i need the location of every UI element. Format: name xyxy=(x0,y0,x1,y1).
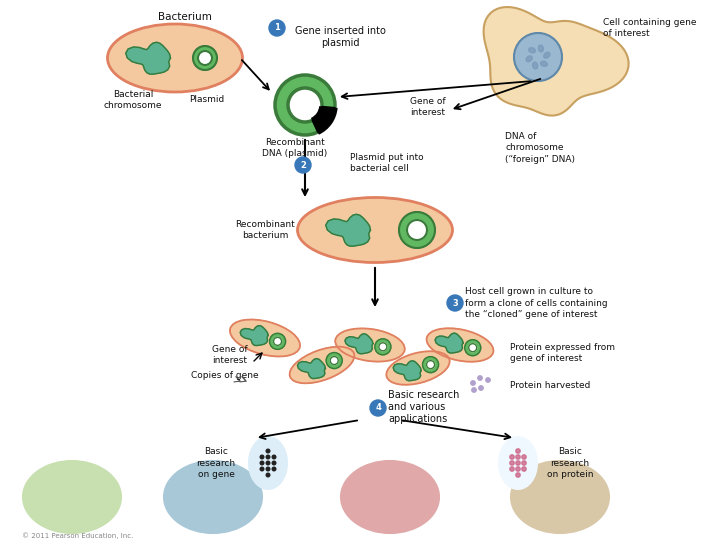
Circle shape xyxy=(423,356,438,373)
Polygon shape xyxy=(435,333,463,353)
Ellipse shape xyxy=(23,461,121,533)
Text: Gene inserted into
plasmid: Gene inserted into plasmid xyxy=(294,26,385,49)
Text: 3: 3 xyxy=(452,299,458,307)
Circle shape xyxy=(514,33,562,81)
Ellipse shape xyxy=(541,61,547,66)
Ellipse shape xyxy=(511,461,609,533)
Polygon shape xyxy=(345,334,373,354)
Circle shape xyxy=(370,400,386,416)
Circle shape xyxy=(266,473,270,477)
Text: 4: 4 xyxy=(375,403,381,413)
Polygon shape xyxy=(312,106,335,132)
Circle shape xyxy=(272,461,276,465)
Circle shape xyxy=(510,455,514,459)
Ellipse shape xyxy=(297,198,452,262)
Text: Gene of
interest: Gene of interest xyxy=(212,345,248,365)
Circle shape xyxy=(522,455,526,459)
Text: Bacterium: Bacterium xyxy=(158,12,212,22)
Text: © 2011 Pearson Education, Inc.: © 2011 Pearson Education, Inc. xyxy=(22,532,133,539)
Text: Bacterial
chromosome: Bacterial chromosome xyxy=(104,90,162,110)
Circle shape xyxy=(198,51,212,65)
Ellipse shape xyxy=(341,461,439,533)
Circle shape xyxy=(288,88,322,122)
Circle shape xyxy=(193,46,217,70)
Circle shape xyxy=(471,381,475,385)
Circle shape xyxy=(379,343,387,351)
Ellipse shape xyxy=(249,437,287,489)
Text: Plasmid put into
bacterial cell: Plasmid put into bacterial cell xyxy=(350,153,423,173)
Circle shape xyxy=(266,455,270,459)
Circle shape xyxy=(330,356,338,365)
Polygon shape xyxy=(126,42,171,74)
Text: 1: 1 xyxy=(274,24,280,32)
Text: Basic research
and various
applications: Basic research and various applications xyxy=(388,389,459,424)
Circle shape xyxy=(516,461,521,465)
Text: DNA of
chromosome
(“foreign” DNA): DNA of chromosome (“foreign” DNA) xyxy=(505,132,575,164)
Circle shape xyxy=(516,455,521,459)
Circle shape xyxy=(516,467,521,471)
Circle shape xyxy=(510,467,514,471)
Circle shape xyxy=(426,361,435,369)
Circle shape xyxy=(326,353,342,369)
Circle shape xyxy=(399,212,435,248)
Ellipse shape xyxy=(336,328,405,362)
Polygon shape xyxy=(240,326,268,346)
Circle shape xyxy=(469,343,477,352)
Text: Gene of
interest: Gene of interest xyxy=(410,97,446,117)
Text: Plasmid: Plasmid xyxy=(189,96,225,105)
Text: 2: 2 xyxy=(300,160,306,170)
Circle shape xyxy=(272,455,276,459)
Ellipse shape xyxy=(230,320,300,356)
Ellipse shape xyxy=(426,328,493,362)
Circle shape xyxy=(275,75,335,135)
Polygon shape xyxy=(393,361,421,381)
Circle shape xyxy=(260,461,264,465)
Circle shape xyxy=(407,220,427,240)
Circle shape xyxy=(478,376,482,380)
Polygon shape xyxy=(297,359,325,379)
Text: Copies of gene: Copies of gene xyxy=(192,370,258,380)
Circle shape xyxy=(272,467,276,471)
Circle shape xyxy=(260,455,264,459)
Circle shape xyxy=(522,461,526,465)
Circle shape xyxy=(464,340,481,356)
Ellipse shape xyxy=(533,62,538,69)
Circle shape xyxy=(472,388,476,392)
Ellipse shape xyxy=(289,347,354,383)
Circle shape xyxy=(522,467,526,471)
Circle shape xyxy=(447,295,463,311)
Text: Recombinant
bacterium: Recombinant bacterium xyxy=(235,220,295,240)
Circle shape xyxy=(486,378,490,382)
Circle shape xyxy=(510,461,514,465)
Polygon shape xyxy=(484,7,629,116)
Circle shape xyxy=(295,157,311,173)
Ellipse shape xyxy=(526,56,532,62)
Ellipse shape xyxy=(387,351,449,385)
Circle shape xyxy=(266,467,270,471)
Polygon shape xyxy=(325,214,370,246)
Text: Host cell grown in culture to
form a clone of cells containing
the “cloned” gene: Host cell grown in culture to form a clo… xyxy=(465,287,608,319)
Circle shape xyxy=(260,467,264,471)
Ellipse shape xyxy=(539,45,544,52)
Circle shape xyxy=(375,339,391,355)
Text: Basic
research
on gene: Basic research on gene xyxy=(197,448,235,478)
Ellipse shape xyxy=(544,52,550,58)
Circle shape xyxy=(479,386,483,390)
Circle shape xyxy=(274,338,282,346)
Ellipse shape xyxy=(164,461,262,533)
Circle shape xyxy=(266,449,270,453)
Ellipse shape xyxy=(107,24,243,92)
Circle shape xyxy=(266,461,270,465)
Ellipse shape xyxy=(499,437,537,489)
Ellipse shape xyxy=(528,48,536,53)
Circle shape xyxy=(516,473,521,477)
Text: Cell containing gene
of interest: Cell containing gene of interest xyxy=(603,18,696,38)
Text: Recombinant
DNA (plasmid): Recombinant DNA (plasmid) xyxy=(262,138,328,158)
Text: Basic
research
on protein: Basic research on protein xyxy=(546,448,593,478)
Circle shape xyxy=(269,20,285,36)
Circle shape xyxy=(516,449,521,453)
Circle shape xyxy=(269,333,286,349)
Text: Protein harvested: Protein harvested xyxy=(510,381,590,389)
Text: Protein expressed from
gene of interest: Protein expressed from gene of interest xyxy=(510,343,615,363)
